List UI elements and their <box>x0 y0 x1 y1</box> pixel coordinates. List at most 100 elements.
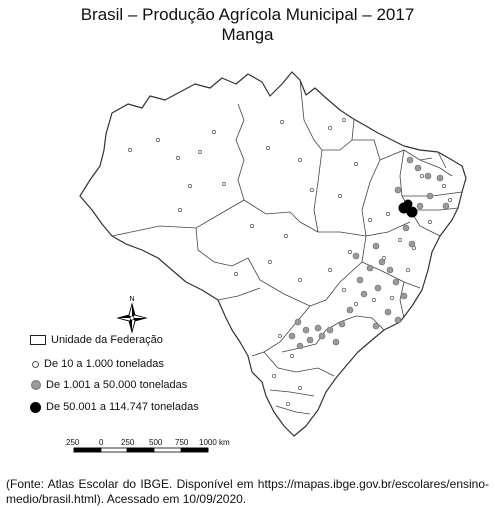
map-shape <box>126 447 155 453</box>
map-shape <box>266 146 270 150</box>
map-shape <box>288 332 296 340</box>
map-shape <box>386 212 390 216</box>
map-shape <box>296 342 304 350</box>
map-shape <box>368 218 372 222</box>
map-shape <box>346 306 354 314</box>
map-shape <box>354 302 358 306</box>
map-shape <box>426 192 434 200</box>
map-shape <box>399 149 405 197</box>
map-shape <box>132 318 146 321</box>
small-production-dots <box>128 118 452 406</box>
map-shape <box>309 235 367 307</box>
scale-tick-label: 500 <box>149 438 163 447</box>
map-shape <box>314 324 322 332</box>
map-shape <box>188 184 192 188</box>
map-shape <box>428 220 432 224</box>
map-shape <box>398 238 402 242</box>
map-shape <box>272 374 276 378</box>
map-shape <box>290 354 294 358</box>
map-shape <box>328 126 332 130</box>
map-shape <box>234 272 238 276</box>
map-shape <box>278 334 282 338</box>
map-shape <box>251 305 311 357</box>
map-shape <box>378 258 386 266</box>
map-shape <box>424 172 432 180</box>
map-shape <box>406 206 418 218</box>
map-shape <box>302 326 310 334</box>
map-shape <box>269 389 315 397</box>
map-shape <box>436 174 444 182</box>
map-shape <box>263 351 335 377</box>
map-shape <box>420 174 424 178</box>
map-shape <box>318 332 326 340</box>
large-production-dots <box>398 199 418 218</box>
map-shape <box>379 149 433 161</box>
map-shape <box>298 278 302 282</box>
map-shape <box>250 224 254 228</box>
map-shape <box>332 338 340 346</box>
map-shape <box>408 240 416 248</box>
map-shape <box>403 199 413 209</box>
map-shape <box>374 284 382 292</box>
map-shape <box>372 242 380 250</box>
map-shape <box>129 315 135 321</box>
map-shape <box>284 234 288 238</box>
map-shape <box>326 326 334 334</box>
map-shape <box>402 224 410 232</box>
map-shape <box>275 405 311 415</box>
map-shape <box>419 159 453 177</box>
map-shape <box>448 198 452 202</box>
small-dot-icon <box>32 360 39 368</box>
large-dot-icon <box>30 401 41 413</box>
map-shape <box>356 276 364 284</box>
map-shape <box>247 257 311 307</box>
scale-tick-label: 250 <box>121 438 135 447</box>
map-shape <box>342 118 346 122</box>
map-shape <box>394 186 402 194</box>
map-shape <box>437 151 447 169</box>
map-shape <box>328 268 332 272</box>
map-shape <box>348 250 352 254</box>
map-shape <box>268 260 272 264</box>
map-shape <box>338 194 342 198</box>
map-shape <box>195 227 249 267</box>
scale-tick-label: 750 <box>175 438 189 447</box>
map-shape <box>354 162 358 166</box>
map-shape <box>180 447 209 453</box>
map-shape <box>390 296 394 300</box>
legend-class-small: De 10 a 1.000 toneladas <box>32 358 164 370</box>
map-shape <box>306 336 314 344</box>
map-shape <box>128 148 132 152</box>
map-shape <box>132 304 135 318</box>
legend-class-large: De 50.001 a 114.747 toneladas <box>30 401 199 413</box>
source-caption: (Fonte: Atlas Escolar do IBGE. Disponíve… <box>6 477 489 506</box>
north-label: N <box>129 296 134 303</box>
map-shape <box>298 386 302 390</box>
map-subtitle: Manga <box>221 25 274 44</box>
scale-tick-label: 0 <box>99 438 104 447</box>
brazil-outline <box>79 71 467 437</box>
map-shape <box>442 202 450 210</box>
map-shape <box>342 288 346 292</box>
map-shape <box>394 316 402 324</box>
map-shape <box>386 266 394 274</box>
map-shape <box>399 281 405 319</box>
map-shape <box>129 318 132 332</box>
map-shape <box>372 322 380 330</box>
map-shape <box>338 320 346 328</box>
scale-tick-label: 1000 km <box>199 438 230 447</box>
legend-class-medium: De 1.001 a 50.000 toneladas <box>31 379 187 391</box>
map-shape <box>243 199 319 233</box>
map-shape <box>235 103 245 201</box>
map-shape <box>156 138 160 142</box>
map-shape <box>442 184 446 188</box>
map-shape <box>414 164 422 172</box>
map-shape <box>325 315 385 331</box>
map-shape <box>286 402 290 406</box>
medium-production-dots <box>288 156 450 350</box>
scale-bar <box>73 447 209 453</box>
map-shape <box>217 287 261 301</box>
map-shape <box>222 182 226 186</box>
map-shape <box>366 264 374 272</box>
map-shape <box>352 139 381 237</box>
